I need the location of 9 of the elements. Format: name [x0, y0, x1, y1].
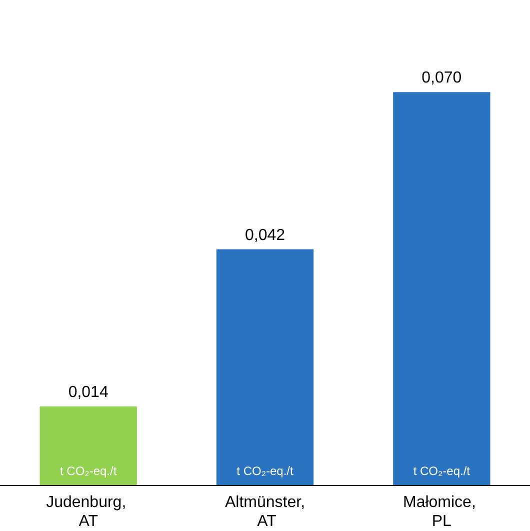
- data-label: 0,042: [244, 226, 286, 244]
- annotation: t CO₂-eq./t: [413, 464, 471, 478]
- annotation: t CO₂-eq./t: [60, 464, 118, 478]
- x-tick-label: Altmünster, AT: [224, 494, 306, 530]
- annotation: t CO₂-eq./t: [236, 464, 294, 478]
- data-label: 0,014: [68, 384, 108, 401]
- x-tick-label: Małomice, PL: [402, 494, 480, 530]
- x-tick-label: Judenburg, AT: [46, 494, 131, 530]
- data-label: 0,070: [422, 70, 462, 87]
